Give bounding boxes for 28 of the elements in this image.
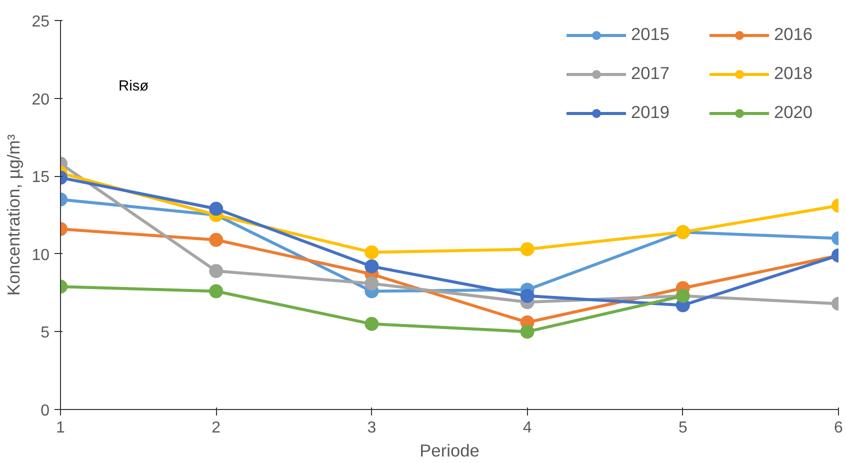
point xyxy=(520,242,534,256)
y-axis-title: Koncentration, µg/m³ xyxy=(4,134,24,296)
point xyxy=(364,276,379,290)
legend-label: 2020 xyxy=(774,102,814,123)
y-tick-label: 15 xyxy=(32,169,50,186)
y-tick-label: 20 xyxy=(32,91,50,108)
point xyxy=(520,288,534,303)
legend-label: 2017 xyxy=(631,63,671,84)
x-tick-label: 6 xyxy=(834,420,844,436)
x-tick-label: 3 xyxy=(367,420,376,436)
y-tick-label: 10 xyxy=(32,246,50,264)
x-tick-label: 2 xyxy=(212,420,221,436)
legend-label: 2018 xyxy=(774,63,814,84)
x-tick-label: 4 xyxy=(522,420,532,436)
x-axis-title: Periode xyxy=(420,440,480,460)
legend-label: 2016 xyxy=(774,24,814,45)
y-tick-label: 25 xyxy=(32,14,50,30)
point xyxy=(364,316,379,331)
annotation: Risø xyxy=(118,78,149,94)
point xyxy=(520,324,534,339)
x-tick-label: 1 xyxy=(56,420,66,436)
y-tick-label: 0 xyxy=(40,402,50,420)
point xyxy=(364,259,379,274)
point xyxy=(364,245,379,260)
y-tick-label: 5 xyxy=(40,324,50,342)
legend-label: 2019 xyxy=(631,102,671,123)
legend-label: 2015 xyxy=(631,24,671,45)
x-tick-label: 5 xyxy=(678,420,688,436)
